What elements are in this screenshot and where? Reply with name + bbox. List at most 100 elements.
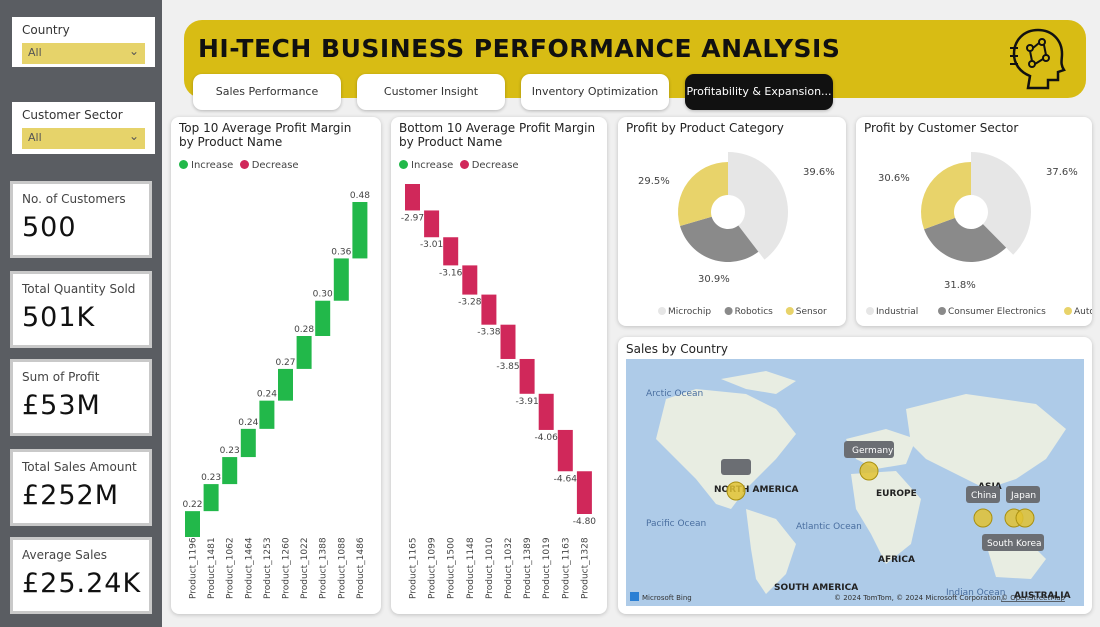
legend-decrease: Decrease — [471, 160, 519, 171]
slicer-label: Country — [22, 23, 70, 37]
category-label: Product_1099 — [428, 537, 438, 599]
map-bubble-usa[interactable] — [726, 481, 746, 501]
waterfall-bar — [222, 457, 238, 485]
map-label-region: AUSTRALIA — [1014, 591, 1071, 601]
data-label: 0.23 — [201, 473, 221, 483]
data-label: -3.91 — [515, 397, 538, 407]
category-label: Product_1010 — [485, 537, 495, 599]
tab-inventory-optimization[interactable]: Inventory Optimization — [521, 74, 669, 110]
category-pie-chart: 39.6% 30.9% 29.5% Microchip Robotics Sensor — [638, 152, 835, 317]
tab-customer-insight[interactable]: Customer Insight — [357, 74, 505, 110]
category-label: Product_1148 — [466, 537, 476, 599]
waterfall-bar — [443, 237, 459, 266]
increase-dot-icon — [399, 160, 408, 169]
legend-dot-icon — [866, 307, 874, 315]
legend-item: Sensor — [796, 307, 827, 317]
tab-sales-performance[interactable]: Sales Performance — [193, 74, 341, 110]
category-label: Product_1260 — [282, 537, 292, 599]
waterfall-bar — [519, 358, 535, 394]
legend-dot-icon — [724, 307, 733, 315]
waterfall-bar — [500, 324, 516, 359]
category-label: Product_1464 — [244, 537, 254, 599]
kpi-title: Total Sales Amount — [22, 460, 137, 474]
kpi-card-quantity: Total Quantity Sold 501K — [10, 271, 152, 348]
country-dropdown[interactable]: All ⌄ — [22, 43, 145, 64]
data-label: -4.80 — [573, 517, 597, 527]
data-label: 0.27 — [275, 358, 295, 368]
data-label: 0.24 — [257, 390, 277, 400]
waterfall-bar — [462, 265, 478, 295]
category-label: Product_1088 — [337, 537, 347, 599]
map-label-region: NORTH AMERICA — [714, 485, 798, 495]
legend-dot-icon — [1064, 307, 1072, 315]
pie-slice — [678, 162, 728, 226]
data-label: -3.01 — [420, 240, 443, 250]
kpi-value: £252M — [22, 480, 120, 511]
data-label: 0.30 — [313, 290, 333, 300]
category-label: Product_1500 — [447, 537, 457, 599]
ai-brain-icon — [1010, 28, 1066, 90]
data-label: -4.06 — [535, 433, 559, 443]
data-label: 0.28 — [294, 325, 314, 335]
legend-item: Industrial — [876, 307, 918, 317]
data-label: 0.22 — [182, 500, 202, 510]
waterfall-bar — [259, 400, 275, 429]
profit-by-category-card: Profit by Product Category 39.6% 30.9% 29.… — [618, 117, 846, 326]
legend-item: Automotive — [1074, 307, 1092, 317]
kpi-value: 500 — [22, 212, 77, 243]
category-label: Product_1253 — [263, 537, 273, 599]
map-copyright: © 2024 TomTom, © 2024 Microsoft Corporat… — [834, 594, 1003, 602]
waterfall-bar — [240, 428, 256, 458]
profit-by-sector-card: Profit by Customer Sector 37.6% 31.8% 30.6… — [856, 117, 1092, 326]
slice-label: 29.5% — [638, 176, 670, 187]
sales-by-country-card: Sales by Country Arctic Ocean NORTH AMER… — [618, 337, 1092, 614]
category-label: Product_1062 — [226, 537, 236, 599]
data-label: 0.23 — [220, 446, 240, 456]
decrease-dot-icon — [239, 160, 249, 169]
dropdown-value: All — [28, 46, 42, 59]
map-label-country: Japan — [1010, 491, 1036, 501]
bottom10-waterfall-chart: -2.97 Product_1165 -3.01 Product_1099 -3.16 P… — [401, 184, 597, 599]
map-label-country: Germany — [852, 446, 894, 456]
data-label: 0.24 — [238, 418, 258, 428]
customer-sector-slicer: Customer Sector All ⌄ — [12, 102, 155, 154]
category-label: Product_1486 — [356, 537, 366, 599]
category-label: Product_1165 — [409, 537, 419, 599]
kpi-value: £25.24K — [22, 568, 142, 599]
slice-label: 30.9% — [698, 274, 730, 285]
map-label-country: China — [971, 491, 997, 501]
top10-margin-card: Top 10 Average Profit Margin by Product … — [171, 117, 381, 614]
slice-label: 39.6% — [803, 167, 835, 178]
openstreetmap-link[interactable]: © OpenStreetMap — [1001, 594, 1066, 602]
legend-decrease: Decrease — [251, 160, 299, 171]
country-slicer: Country All ⌄ — [12, 17, 155, 67]
waterfall-bar — [538, 393, 554, 430]
legend-dot-icon — [658, 307, 666, 315]
map-bubble-germany[interactable] — [859, 461, 879, 481]
map-label-country: South Korea — [987, 539, 1042, 549]
waterfall-bar — [557, 429, 573, 472]
map-bubble-china[interactable] — [973, 508, 993, 528]
kpi-card-average-sales: Average Sales £25.24K — [10, 537, 152, 614]
tab-profitability-expansion[interactable]: Profitability & Expansion... — [685, 74, 833, 110]
chevron-down-icon: ⌄ — [128, 44, 139, 58]
map-label-region: AFRICA — [878, 555, 915, 565]
chart-title: Bottom 10 Average Profit Margin by Produ… — [399, 121, 596, 149]
map-bubble-japan[interactable] — [1015, 508, 1035, 528]
customer-sector-dropdown[interactable]: All ⌄ — [22, 128, 145, 149]
data-label: 0.48 — [350, 191, 370, 201]
top10-waterfall-chart: 0.22 Product_1196 0.23 Product_1481 0.23 Prod… — [182, 191, 370, 599]
map-label-region: EUROPE — [876, 489, 917, 499]
legend-item: Consumer Electronics — [948, 307, 1046, 317]
data-label: -3.85 — [496, 362, 519, 372]
decrease-dot-icon — [459, 160, 469, 169]
pie-slice — [679, 216, 759, 262]
world-map[interactable]: Arctic Ocean NORTH AMERICA EUROPE ASIA P… — [626, 359, 1084, 606]
map-label-region: Atlantic Ocean — [796, 522, 862, 532]
category-label: Product_1328 — [580, 537, 590, 599]
chart-legend: Increase Decrease — [399, 160, 519, 171]
waterfall-bar — [424, 210, 440, 238]
bottom10-margin-card: Bottom 10 Average Profit Margin by Produ… — [391, 117, 607, 614]
waterfall-bar — [203, 484, 219, 512]
kpi-value: £53M — [22, 390, 101, 421]
